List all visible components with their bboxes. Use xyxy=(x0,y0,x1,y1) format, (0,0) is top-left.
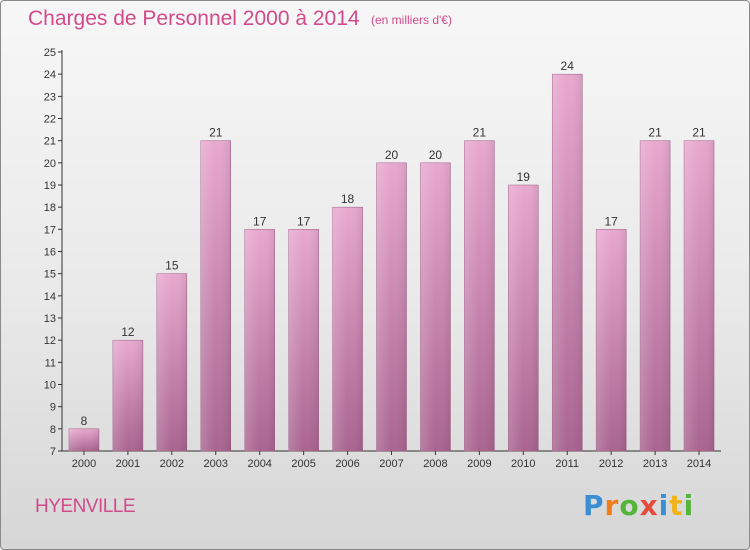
bar-shade xyxy=(68,428,99,451)
data-label: 17 xyxy=(604,214,618,228)
data-label: 21 xyxy=(209,126,223,140)
logo-letter: o xyxy=(619,489,640,522)
bar-shade xyxy=(596,229,627,451)
y-tick-label: 20 xyxy=(44,158,56,170)
y-tick-label: 22 xyxy=(44,114,56,126)
y-tick-label: 25 xyxy=(44,47,56,59)
y-tick-label: 13 xyxy=(44,313,56,325)
data-label: 21 xyxy=(692,126,706,140)
y-tick-label: 21 xyxy=(44,136,56,148)
y-tick-label: 23 xyxy=(44,91,56,103)
y-tick-label: 8 xyxy=(50,424,56,436)
x-tick-label: 2014 xyxy=(687,458,711,470)
logo-letter: P xyxy=(583,489,605,522)
y-tick-label: 11 xyxy=(45,357,56,369)
bar-shade xyxy=(112,340,143,451)
x-tick-label: 2001 xyxy=(116,458,140,470)
bar-shade xyxy=(288,229,319,451)
data-label: 19 xyxy=(517,170,531,184)
data-label: 20 xyxy=(429,148,443,162)
x-tick-label: 2007 xyxy=(379,458,403,470)
y-tick-label: 12 xyxy=(44,335,56,347)
logo-letter: i xyxy=(658,489,670,522)
logo-letter: i xyxy=(683,489,695,522)
y-tick-label: 17 xyxy=(44,224,56,236)
bar-shade xyxy=(508,185,539,451)
data-label: 21 xyxy=(648,126,662,140)
x-tick-label: 2011 xyxy=(555,458,579,470)
y-tick-label: 14 xyxy=(44,291,56,303)
x-tick-label: 2006 xyxy=(335,458,359,470)
data-label: 8 xyxy=(81,414,88,428)
proxiti-logo[interactable]: Proxiti xyxy=(583,489,694,522)
y-tick-label: 7 xyxy=(50,446,56,458)
bar-shade xyxy=(156,273,187,451)
y-tick-label: 16 xyxy=(44,247,56,259)
x-tick-label: 2012 xyxy=(599,458,623,470)
data-label: 20 xyxy=(385,148,399,162)
x-tick-label: 2002 xyxy=(160,458,184,470)
bar-shade xyxy=(244,229,275,451)
y-tick-label: 10 xyxy=(44,380,56,392)
y-tick-label: 9 xyxy=(50,402,56,414)
y-tick-label: 19 xyxy=(44,180,56,192)
data-label: 17 xyxy=(253,214,267,228)
x-tick-label: 2000 xyxy=(72,458,96,470)
data-label: 12 xyxy=(121,325,135,339)
data-label: 17 xyxy=(297,214,311,228)
bar-shade xyxy=(464,140,495,451)
x-tick-label: 2008 xyxy=(423,458,447,470)
y-tick-label: 15 xyxy=(44,269,56,281)
chart-subtitle: (en milliers d'€) xyxy=(371,13,452,27)
bar-shade xyxy=(376,162,407,452)
logo-letter: x xyxy=(639,489,659,522)
bar-shade xyxy=(552,74,583,452)
y-tick-label: 18 xyxy=(44,202,56,214)
bar-shade xyxy=(420,162,451,452)
chart-title: Charges de Personnel 2000 à 2014 xyxy=(28,7,360,30)
data-label: 15 xyxy=(165,259,179,273)
logo-letter: t xyxy=(669,489,684,522)
bar-shade xyxy=(684,140,715,451)
x-tick-label: 2013 xyxy=(643,458,667,470)
y-tick-label: 24 xyxy=(44,69,56,81)
data-label: 24 xyxy=(561,59,575,73)
bar-shade xyxy=(332,207,363,451)
data-label: 21 xyxy=(473,126,487,140)
bar-shade xyxy=(640,140,671,451)
data-label: 18 xyxy=(341,192,355,206)
logo-letter: r xyxy=(604,489,620,522)
bar-shade xyxy=(200,140,231,451)
x-tick-label: 2004 xyxy=(247,458,271,470)
commune-name: HYENVILLE xyxy=(35,496,136,517)
x-tick-label: 2005 xyxy=(291,458,315,470)
x-tick-label: 2009 xyxy=(467,458,491,470)
x-tick-label: 2003 xyxy=(204,458,228,470)
x-tick-label: 2010 xyxy=(511,458,535,470)
